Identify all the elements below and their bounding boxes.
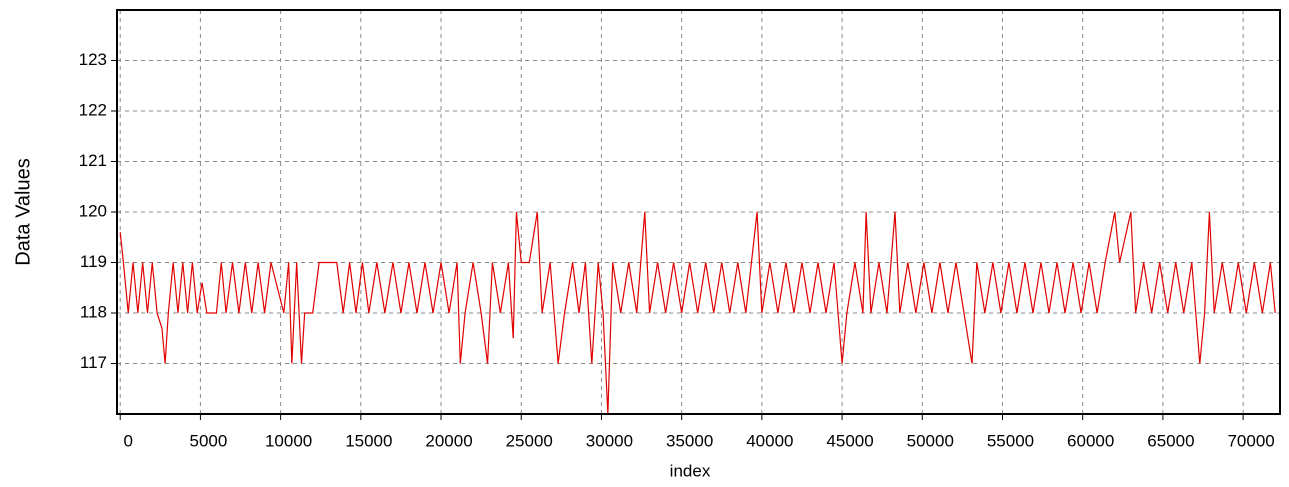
x-tick-label: 40000 bbox=[746, 431, 793, 450]
x-tick-label: 45000 bbox=[826, 431, 873, 450]
y-tick-label: 122 bbox=[79, 100, 107, 119]
x-tick-label: 10000 bbox=[265, 431, 312, 450]
x-tick-label: 55000 bbox=[987, 431, 1034, 450]
x-tick-label: 15000 bbox=[345, 431, 392, 450]
y-tick-label: 119 bbox=[80, 252, 107, 271]
x-tick-label: 65000 bbox=[1147, 431, 1194, 450]
y-tick-label: 120 bbox=[79, 201, 107, 220]
data-line bbox=[119, 211, 1276, 414]
x-tick-label: 35000 bbox=[666, 431, 713, 450]
y-tick-label: 123 bbox=[79, 50, 107, 69]
x-axis-label: index bbox=[670, 461, 711, 480]
x-tick-label: 0 bbox=[123, 431, 132, 450]
y-axis-label: Data Values bbox=[12, 158, 34, 265]
x-tick-label: 30000 bbox=[586, 431, 633, 450]
x-tick-label: 70000 bbox=[1227, 431, 1274, 450]
x-tick-label: 25000 bbox=[506, 431, 553, 450]
plot-border bbox=[116, 9, 1281, 415]
x-tick-label: 5000 bbox=[190, 431, 228, 450]
y-tick-label: 118 bbox=[80, 302, 107, 321]
x-tick-label: 60000 bbox=[1067, 431, 1114, 450]
y-tick-label: 121 bbox=[79, 151, 107, 170]
y-tick-label: 117 bbox=[80, 353, 107, 372]
x-tick-label: 20000 bbox=[425, 431, 472, 450]
x-tick-label: 50000 bbox=[907, 431, 954, 450]
